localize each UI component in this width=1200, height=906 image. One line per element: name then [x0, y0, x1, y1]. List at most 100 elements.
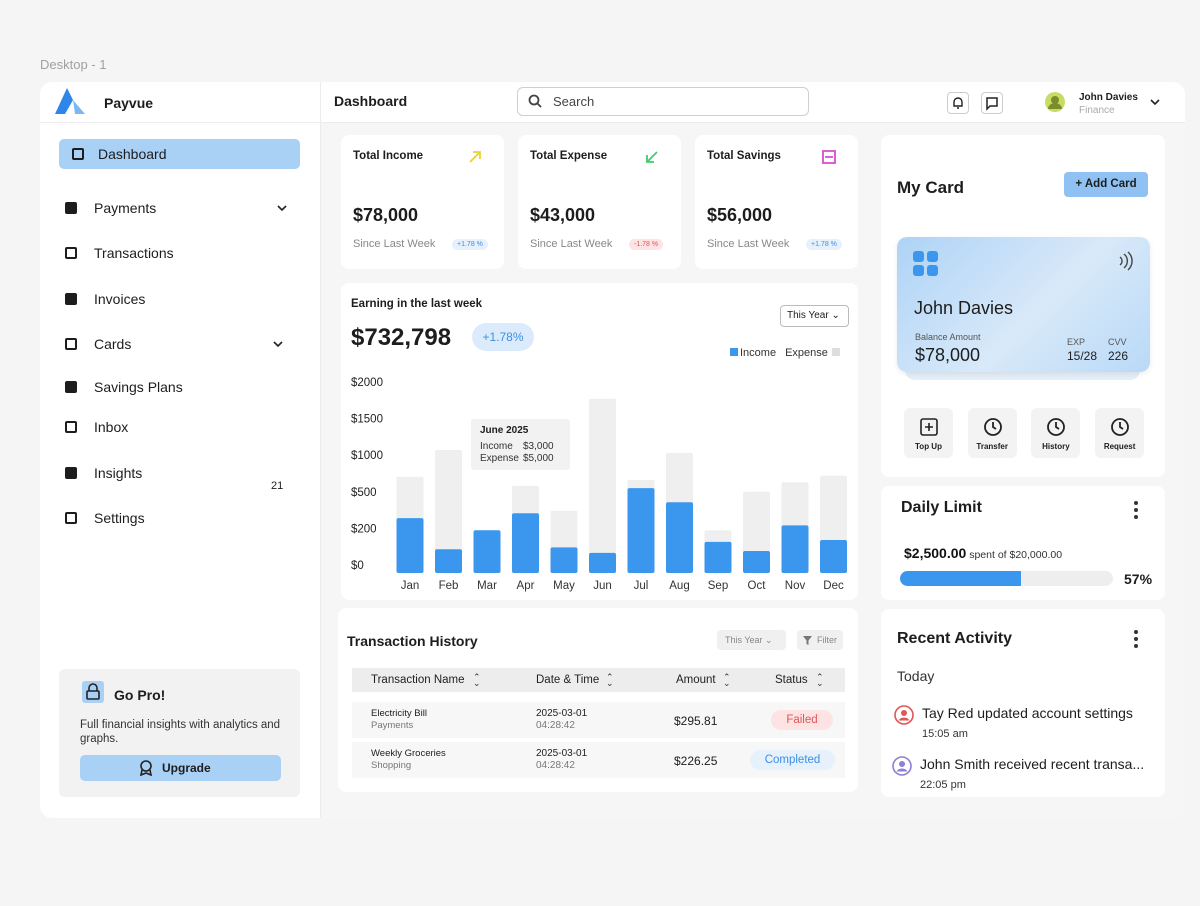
- action-icon: [1047, 418, 1066, 436]
- icon: [896, 768, 908, 772]
- y-tick-label: $0: [351, 560, 364, 572]
- x-tick-label: Jan: [401, 580, 420, 592]
- search-box[interactable]: Search: [517, 87, 809, 116]
- action-label: Top Up: [915, 442, 942, 451]
- txn-amount: $295.81: [674, 714, 718, 728]
- stat-note: Since Last Week: [530, 238, 613, 250]
- recent-activity-card: Recent Activity Today Tay Red updated ac…: [881, 609, 1165, 797]
- bar: [473, 530, 501, 573]
- period-select[interactable]: This Year ⌄: [780, 305, 849, 327]
- stat-note: Since Last Week: [707, 238, 790, 250]
- stat-note: Since Last Week: [353, 238, 436, 250]
- balance-label: Balance Amount: [915, 332, 981, 342]
- upgrade-label: Upgrade: [162, 761, 211, 775]
- nav-item[interactable]: Inbox: [94, 419, 129, 435]
- txn-status: Failed: [771, 710, 833, 730]
- nav-chevron: [277, 205, 287, 212]
- card-action[interactable]: Request: [1095, 408, 1145, 458]
- tooltip-title: June 2025: [480, 425, 529, 436]
- bar: [396, 518, 424, 573]
- nav-item[interactable]: Transactions: [94, 245, 174, 261]
- nav-item[interactable]: Savings Plans: [94, 379, 183, 395]
- nav-item[interactable]: Dashboard: [98, 146, 167, 162]
- x-tick-label: Sep: [708, 580, 728, 592]
- add-card-button[interactable]: + Add Card: [1064, 172, 1148, 197]
- user-role: Finance: [1079, 105, 1115, 116]
- stat-card: Total Savings $56,000 Since Last Week +1.78…: [695, 135, 858, 269]
- nav-item[interactable]: Cards: [94, 336, 132, 352]
- stat-value: $78,000: [353, 205, 419, 225]
- column-header[interactable]: Date & Time: [536, 674, 600, 686]
- column-header[interactable]: Amount: [676, 674, 716, 686]
- column-header[interactable]: Transaction Name: [371, 674, 465, 686]
- message-button[interactable]: [981, 92, 1003, 114]
- legend-swatch: [831, 348, 840, 356]
- nav-item[interactable]: Settings: [94, 510, 145, 526]
- nav-item[interactable]: Insights: [94, 465, 143, 481]
- user-menu-chevron[interactable]: [1149, 98, 1161, 108]
- activity-avatar: [894, 705, 914, 725]
- sort-icon: ⌃ ⌄: [606, 672, 614, 688]
- nav-item[interactable]: Payments: [94, 200, 157, 216]
- nav-icon: [65, 512, 77, 524]
- nav-icon: [65, 202, 77, 214]
- more-button[interactable]: [1132, 629, 1140, 649]
- progress-fill: [900, 571, 1022, 586]
- x-tick-label: Aug: [669, 580, 689, 592]
- exp: 15/28: [1067, 349, 1098, 363]
- activity-text: John Smith received recent transa...: [920, 756, 1145, 772]
- nav-badge: 21: [271, 480, 284, 492]
- upgrade-button[interactable]: Upgrade: [80, 755, 281, 781]
- card-action[interactable]: Top Up: [904, 408, 953, 458]
- stat-change: -1.78 %: [629, 239, 664, 250]
- nav-item[interactable]: Invoices: [94, 291, 146, 307]
- stat-title: Total Savings: [707, 150, 781, 162]
- more-button[interactable]: [1132, 500, 1140, 520]
- header-title: Dashboard: [334, 93, 408, 109]
- bar: [781, 525, 809, 573]
- chart-change: +1.78%: [472, 323, 534, 351]
- chart-title: Earning in the last week: [351, 298, 483, 310]
- bar: [743, 551, 770, 573]
- brand: Payvue: [104, 95, 154, 111]
- x-tick-label: May: [553, 580, 575, 592]
- card-action[interactable]: Transfer: [967, 408, 1017, 458]
- filter-button[interactable]: Filter: [797, 630, 843, 650]
- my-card-panel: My Card + Add Card John Davies Balance A…: [881, 135, 1165, 477]
- txn-name: Weekly Groceries: [371, 748, 446, 759]
- stat-card: Total Expense $43,000 Since Last Week -1.78…: [518, 135, 681, 269]
- credit-card[interactable]: John Davies Balance Amount $78,000 EXP 1…: [897, 237, 1150, 372]
- bar: [589, 398, 616, 573]
- period-label: This Year: [725, 635, 763, 645]
- activity-avatar: [892, 756, 912, 776]
- transactions-card: Transaction History This Year ⌄ Filter T…: [338, 608, 858, 792]
- txn-time: 04:28:42: [536, 760, 575, 771]
- card-action[interactable]: History: [1031, 408, 1081, 458]
- promo-text: Full financial insights with analytics a…: [80, 719, 281, 745]
- tooltip-row-label: Income: [480, 441, 513, 452]
- column-header[interactable]: Status: [775, 674, 808, 686]
- cvv-label: CVV: [1108, 337, 1127, 347]
- bar: [666, 502, 693, 573]
- divider: [320, 82, 321, 818]
- transactions-title: Transaction History: [347, 633, 478, 649]
- tooltip-row-value: $3,000: [523, 441, 554, 452]
- upgrade-icon: [139, 760, 153, 776]
- icon: [899, 761, 905, 767]
- action-label: Transfer: [976, 442, 1008, 451]
- card-holder: John Davies: [914, 298, 1014, 318]
- icon: [1047, 418, 1066, 436]
- progress-track: [900, 571, 1113, 586]
- avatar[interactable]: [1044, 91, 1066, 113]
- icon: [991, 422, 997, 430]
- chart-card: Earning in the last week $732,798 +1.78%…: [341, 283, 858, 600]
- txn-name: Electricity Bill: [371, 708, 427, 719]
- txn-time: 04:28:42: [536, 720, 575, 731]
- y-tick-label: $500: [351, 487, 377, 499]
- period-select[interactable]: This Year ⌄: [717, 630, 786, 650]
- icon: [898, 717, 910, 721]
- cvv: 226: [1108, 349, 1129, 363]
- notification-button[interactable]: [947, 92, 969, 114]
- action-icon: [983, 418, 1002, 436]
- nav-icon: [65, 247, 77, 259]
